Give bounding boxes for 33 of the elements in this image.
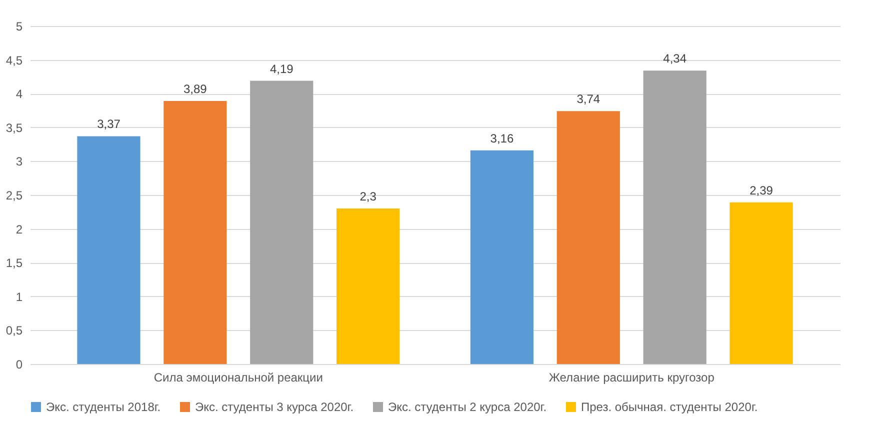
legend-label: Экс. студенты 2 курса 2020г.	[388, 400, 547, 414]
bar	[643, 70, 706, 364]
y-tick-label: 0,5	[6, 324, 23, 338]
data-label: 3,16	[490, 131, 514, 146]
data-label: 2,39	[750, 183, 774, 198]
bar	[164, 101, 227, 364]
y-tick-label: 1	[16, 290, 23, 304]
legend-label: През. обычная. студенты 2020г.	[581, 400, 758, 414]
bar	[336, 208, 400, 364]
data-label: 3,37	[97, 117, 121, 132]
x-tick-label: Желание расширить кругозор	[548, 370, 715, 384]
data-label: 3,74	[576, 92, 600, 106]
data-label: 4,34	[663, 52, 687, 66]
y-tick-label: 5	[16, 20, 23, 34]
y-tick-label: 3,5	[6, 120, 23, 135]
y-tick-label: 2,5	[6, 188, 23, 202]
data-label: 4,19	[270, 62, 294, 76]
bar	[250, 80, 314, 364]
y-tick-label: 0	[16, 358, 23, 372]
y-tick-label: 4,5	[6, 53, 23, 68]
y-tick-label: 2	[16, 222, 23, 236]
bar	[556, 111, 620, 364]
data-label: 3,89	[184, 82, 208, 96]
y-tick-label: 3	[16, 154, 23, 169]
bar	[77, 136, 140, 364]
legend-label: Экс. студенты 2018г.	[46, 400, 161, 414]
y-tick-label: 1,5	[6, 256, 23, 270]
legend-label: Экс. студенты 3 курса 2020г.	[195, 400, 354, 414]
bar	[470, 150, 534, 364]
bar	[730, 202, 793, 364]
x-tick-label: Сила эмоциональной реакции	[154, 370, 323, 384]
y-tick-label: 4	[16, 87, 23, 102]
data-label: 2,3	[360, 190, 377, 204]
